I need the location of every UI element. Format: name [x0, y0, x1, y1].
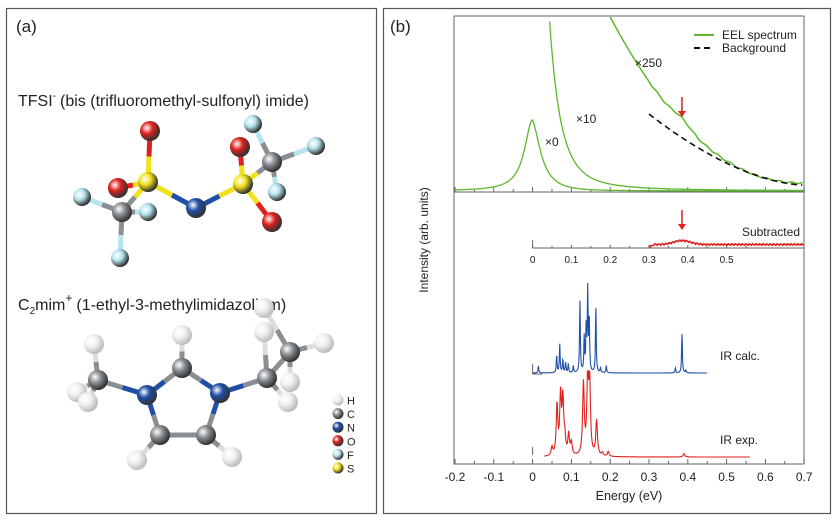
atom-S [233, 174, 253, 194]
atom-F [268, 183, 286, 201]
legend-label-O: O [347, 436, 356, 448]
legend-atom-F [332, 448, 344, 460]
atom-C [150, 425, 170, 445]
atom-H [254, 298, 274, 318]
tfsi-title: TFSI- (bis (trifluoromethyl-sulfonyl) imi… [18, 91, 309, 110]
x-tick-label: 0.3 [641, 470, 658, 484]
atom-F [244, 115, 262, 133]
arrow-head-icon [677, 224, 686, 230]
atom-O [140, 121, 160, 141]
axes: -0.2 -0.1 0 0.1 0.2 0.3 0.4 0.5 0.6 0.7 0 0.1 0.2 0.3… [445, 187, 813, 484]
atom-N [186, 198, 206, 218]
ir-calc-spectrum [532, 282, 707, 374]
legend-atom-C [332, 408, 344, 420]
subtracted-spectrum [648, 239, 805, 248]
inset-tick-label: 0 [530, 255, 536, 266]
tfsi-molecule-model [73, 115, 325, 267]
ir-exp-label: IR exp. [720, 433, 758, 447]
plot-area [453, 15, 805, 465]
atom-O [262, 212, 282, 232]
y-axis-label: Intensity (arb. units) [417, 187, 431, 292]
x-tick-label: 0.6 [757, 470, 774, 484]
legend-atom-N [332, 421, 344, 433]
emim-title: C2mim+ (1-ethyl-3-methylimidazolium) [18, 291, 286, 317]
legend-label-H: H [347, 396, 355, 408]
atom-C [196, 425, 216, 445]
atom-C [112, 202, 132, 222]
atom-C [172, 358, 192, 378]
atom-F [73, 188, 91, 206]
x-tick-label: 0.4 [679, 470, 696, 484]
emim-molecule-model [67, 298, 334, 470]
atom-H [222, 447, 242, 467]
inset-tick-label: 0.3 [642, 255, 656, 266]
arrow-head-icon [677, 111, 686, 117]
subtracted-label: Subtracted [742, 225, 800, 239]
x-tick-label: 0.5 [718, 470, 735, 484]
panel-b-frame [382, 7, 832, 515]
atom-F [111, 249, 129, 267]
atom-F [139, 203, 157, 221]
inset-tick-label: 0.4 [681, 255, 695, 266]
x-tick-label: 0 [529, 470, 536, 484]
atom-H [78, 392, 98, 412]
atom-F [307, 137, 325, 155]
x-tick-label: 0.1 [563, 470, 580, 484]
x-tick-label: 0.2 [602, 470, 619, 484]
x-tick-label: -0.1 [483, 470, 504, 484]
legend-label-F: F [347, 450, 354, 462]
atom-C [257, 368, 277, 388]
multiplier-x0: ×0 [545, 135, 559, 149]
legend-label-S: S [347, 464, 354, 476]
atom-H [172, 325, 192, 345]
panel-b-label: (b) [390, 17, 411, 36]
atom-N [210, 383, 230, 403]
atom-H [84, 334, 104, 354]
legend-label-C: C [347, 409, 355, 421]
background-fit [648, 113, 803, 186]
eel-spectrum-x250 [609, 16, 803, 185]
panel-a-frame [5, 7, 378, 515]
inset-tick-label: 0.1 [564, 255, 578, 266]
multiplier-x10: ×10 [576, 112, 597, 126]
atom-H [278, 392, 298, 412]
ir-exp-spectrum [544, 370, 750, 458]
x-tick-label: -0.2 [445, 470, 466, 484]
atom-O [230, 137, 250, 157]
atom-O [108, 178, 128, 198]
series [455, 16, 805, 458]
atom-N [137, 385, 157, 405]
ir-calc-scale-bar [532, 364, 543, 375]
atom-H [280, 372, 300, 392]
legend-atom-S [332, 462, 344, 474]
atom-H [254, 322, 274, 342]
atom-S [138, 172, 158, 192]
legend-atom-H [332, 394, 344, 406]
legend-label-N: N [347, 423, 355, 435]
legend-label-eel: EEL spectrum [722, 28, 797, 42]
eel-spectrum-x10 [549, 21, 804, 192]
ir-calc-label: IR calc. [720, 349, 760, 363]
atom-H [127, 450, 147, 470]
inset-tick-label: 0.5 [720, 255, 734, 266]
inset-tick-label: 0.2 [603, 255, 617, 266]
x-axis-label: Energy (eV) [596, 489, 663, 503]
atom-C [280, 342, 300, 362]
panel-a-label: (a) [16, 17, 37, 36]
atom-C [262, 152, 282, 172]
atom-C [88, 370, 108, 390]
x-tick-label: 0.7 [796, 470, 813, 484]
multiplier-x250: ×250 [635, 56, 662, 70]
atom-H [314, 333, 334, 353]
legend-label-background: Background [722, 41, 786, 55]
eel-spectrum-x0 [455, 119, 804, 192]
legend-atom-O [332, 435, 344, 447]
